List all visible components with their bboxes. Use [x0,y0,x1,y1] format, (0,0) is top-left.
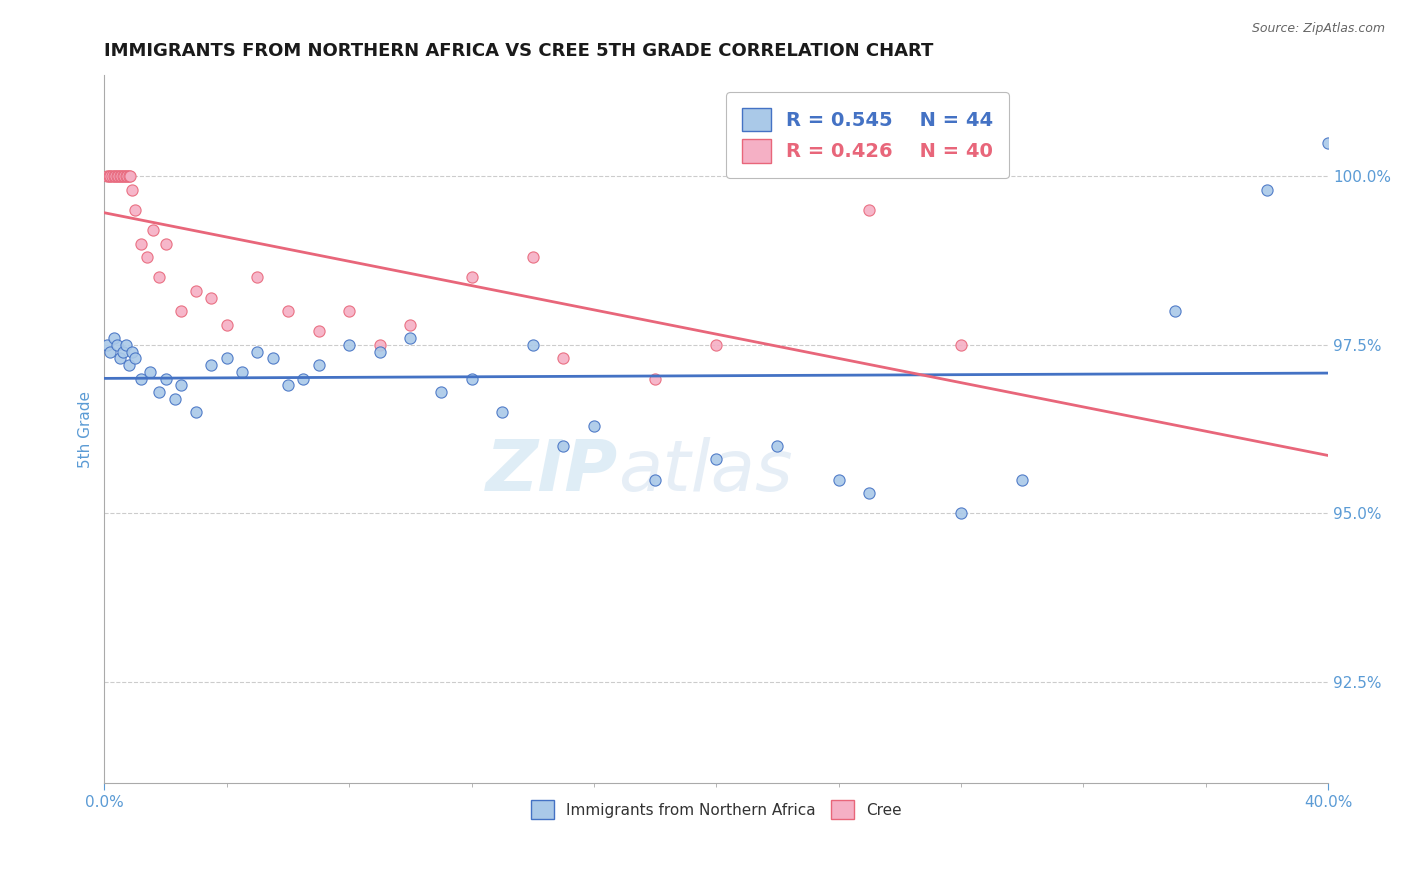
Point [124,351,146,366]
Point [950,338,973,352]
Point [186,405,208,419]
Point [108,169,131,184]
Text: IMMIGRANTS FROM NORTHERN AFRICA VS CREE 5TH GRADE CORRELATION CHART: IMMIGRANTS FROM NORTHERN AFRICA VS CREE … [104,42,934,60]
Point [139,365,162,379]
Point [460,371,482,385]
Point [430,385,453,400]
Point [107,169,129,184]
Point [368,344,391,359]
Point [704,338,727,352]
Point [96,338,118,352]
Point [170,304,193,318]
Point [118,358,141,372]
Point [155,236,177,251]
Point [1164,304,1187,318]
Point [120,169,142,184]
Point [186,284,208,298]
Point [101,169,124,184]
Point [114,169,136,184]
Point [582,418,605,433]
Point [246,344,269,359]
Point [163,392,186,406]
Point [110,169,132,184]
Point [96,169,118,184]
Point [104,169,127,184]
Point [399,318,422,332]
Point [337,338,360,352]
Point [124,202,146,217]
Point [148,385,170,400]
Point [460,270,482,285]
Point [114,338,136,352]
Point [105,338,128,352]
Point [112,169,135,184]
Point [118,169,141,184]
Point [1256,183,1278,197]
Point [215,318,238,332]
Point [766,439,789,453]
Text: ZIP: ZIP [486,437,619,506]
Point [129,236,152,251]
Point [170,378,193,392]
Point [105,169,128,184]
Point [100,344,122,359]
Point [121,183,143,197]
Point [155,371,177,385]
Point [399,331,422,345]
Point [337,304,360,318]
Point [148,270,170,285]
Point [308,324,330,338]
Point [704,452,727,467]
Point [553,351,575,366]
Point [98,169,121,184]
Point [108,351,131,366]
Point [200,291,222,305]
Text: atlas: atlas [619,437,793,506]
Point [308,358,330,372]
Point [644,371,666,385]
Point [950,507,973,521]
Point [200,358,222,372]
Point [129,371,152,385]
Point [246,270,269,285]
Point [100,169,122,184]
Point [1317,136,1340,150]
Point [277,304,299,318]
Point [522,338,544,352]
Point [858,486,880,500]
Point [111,169,134,184]
Point [103,331,125,345]
Point [522,250,544,264]
Point [231,365,253,379]
Point [858,202,880,217]
Point [142,223,165,237]
Point [111,344,134,359]
Legend: Immigrants from Northern Africa, Cree: Immigrants from Northern Africa, Cree [524,794,908,825]
Point [553,439,575,453]
Point [103,169,125,184]
Point [262,351,284,366]
Point [1011,473,1033,487]
Y-axis label: 5th Grade: 5th Grade [79,391,93,467]
Point [644,473,666,487]
Point [292,371,315,385]
Point [215,351,238,366]
Point [827,473,849,487]
Text: Source: ZipAtlas.com: Source: ZipAtlas.com [1251,22,1385,36]
Point [136,250,159,264]
Point [117,169,139,184]
Point [491,405,513,419]
Point [277,378,299,392]
Point [368,338,391,352]
Point [121,344,143,359]
